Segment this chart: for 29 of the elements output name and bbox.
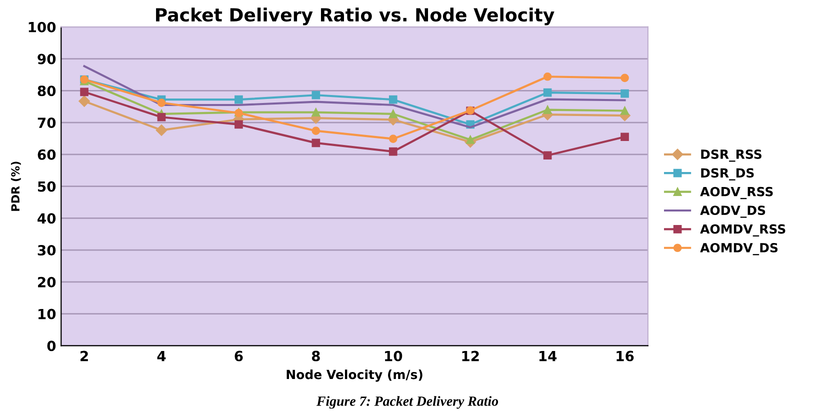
x-tick-label: 10 <box>385 350 402 362</box>
y-tick-label: 50 <box>38 181 56 192</box>
y-tick-label: 80 <box>38 86 56 96</box>
y-tick-label: 100 <box>28 22 56 32</box>
x-tick-label: 4 <box>157 350 166 362</box>
x-tick-label: 8 <box>312 350 320 362</box>
y-tick-label: 60 <box>38 149 56 160</box>
legend-label: DSR_DS <box>701 168 754 180</box>
y-tick-label: 90 <box>38 54 56 64</box>
y-tick-label: 10 <box>38 308 56 320</box>
y-tick-label: 20 <box>38 276 56 288</box>
x-axis-title: Node Velocity (m/s) <box>286 370 422 382</box>
y-tick-label: 0 <box>47 340 56 352</box>
y-tick-label: 40 <box>38 213 56 224</box>
chart-title: Packet Delivery Ratio vs. Node Velocity <box>156 8 554 26</box>
x-tick-label: 14 <box>539 350 557 362</box>
x-tick-label: 16 <box>616 350 634 362</box>
x-tick-label: 12 <box>462 350 479 362</box>
x-tick-label: 2 <box>80 350 88 362</box>
legend-label: DSR_RSS <box>701 150 762 162</box>
y-tick-label: 70 <box>38 118 56 128</box>
legend-label: AOMDV_DS <box>700 242 778 256</box>
legend-label: AODV_RSS <box>700 186 773 200</box>
caption: Figure 7: Packet Delivery Ratio <box>316 396 498 409</box>
x-tick-label: 6 <box>234 350 243 362</box>
y-axis-title: PDR (%) <box>10 162 21 211</box>
legend-label: AODV_DS <box>700 206 766 218</box>
legend-label: AOMDV_RSS <box>700 224 786 237</box>
y-tick-label: 30 <box>38 245 56 256</box>
